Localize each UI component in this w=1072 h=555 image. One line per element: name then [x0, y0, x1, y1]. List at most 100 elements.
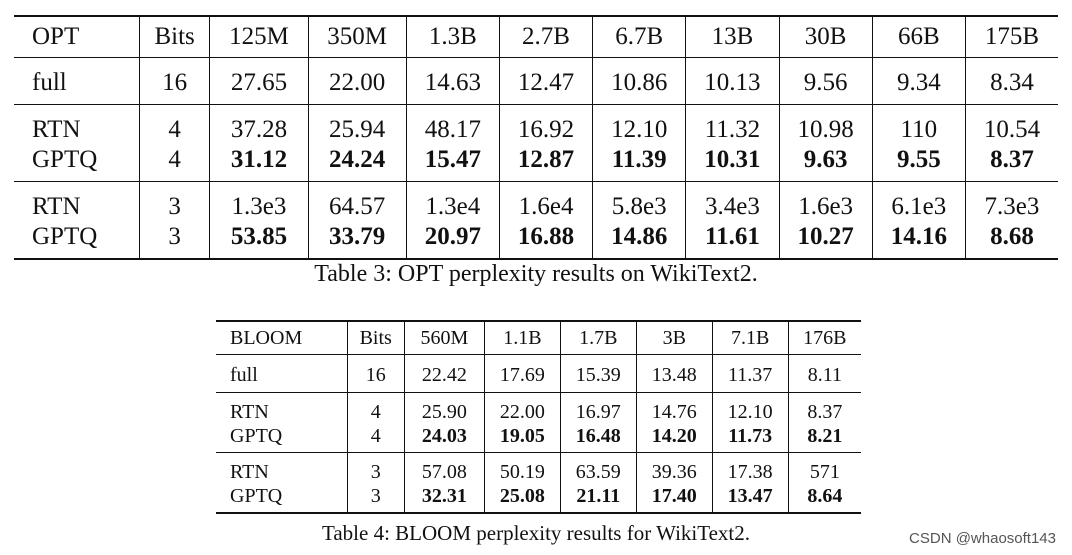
- bits-cell: 4 4: [138, 109, 210, 182]
- header-model: BLOOM: [230, 326, 303, 349]
- rtn-value: 16.92: [517, 116, 575, 143]
- gptq-value: 20.97: [424, 223, 481, 250]
- gptq-value: 14.16: [890, 223, 947, 250]
- gptq-value: 14.20: [651, 425, 697, 447]
- rtn-value: 14.76: [651, 401, 697, 423]
- rtn-value: 17.38: [727, 461, 773, 483]
- rtn-value: 8.37: [807, 401, 843, 423]
- bits-value: 16: [138, 62, 210, 105]
- perplexity-cell: 16.97 16.48: [559, 396, 637, 453]
- header-bits: Bits: [138, 16, 210, 58]
- perplexity-cell: 22.00 19.05: [483, 396, 561, 453]
- method-cell: RTN GPTQ: [216, 396, 347, 453]
- rtn-value: 1.3e4: [425, 193, 481, 220]
- perplexity-cell: 17.69: [483, 358, 561, 393]
- method-label: full: [32, 69, 67, 96]
- gptq-value: 19.05: [499, 425, 545, 447]
- table-row-full: full 16 22.42 17.69 15.39 13.48 11.37 8.…: [216, 358, 861, 393]
- rtn-value: 57.08: [421, 461, 467, 483]
- method-label: full: [230, 363, 258, 386]
- gptq-value: 11.39: [611, 146, 667, 173]
- perplexity-cell: 22.42: [403, 358, 485, 393]
- gptq-value: 10.31: [704, 146, 761, 173]
- perplexity-cell: 571 8.64: [787, 456, 861, 513]
- method-label: RTN: [32, 116, 81, 143]
- header-model: OPT: [32, 23, 80, 50]
- perplexity-cell: 15.39: [559, 358, 637, 393]
- bits-cell: 3 3: [346, 456, 405, 513]
- gptq-value: 33.79: [329, 223, 386, 250]
- bits-cell: 3 3: [138, 186, 210, 259]
- gptq-value: 11.61: [704, 223, 760, 250]
- rtn-value: 22.00: [499, 401, 545, 423]
- method-cell: RTN GPTQ: [14, 186, 139, 259]
- gptq-value: 8.64: [807, 485, 843, 507]
- perplexity-cell: 8.37 8.21: [787, 396, 861, 453]
- header-size: 3B: [635, 321, 713, 355]
- method-cell: RTN GPTQ: [216, 456, 347, 513]
- perplexity-cell: 13.48: [635, 358, 713, 393]
- header-size: 30B: [778, 16, 873, 58]
- gptq-value: 21.11: [576, 485, 621, 507]
- bits-cell: 4 4: [346, 396, 405, 453]
- perplexity-cell: 64.57 33.79: [307, 186, 407, 259]
- gptq-value: 16.48: [575, 425, 621, 447]
- rtn-value: 10.54: [983, 116, 1041, 143]
- table-header-row: OPT Bits 125M 350M 1.3B 2.7B 6.7B 13B 30…: [14, 16, 1058, 58]
- perplexity-cell: 5.8e3 14.86: [592, 186, 686, 259]
- table-row-4bit: RTN GPTQ 4 4 37.28 31.12 25.94 24.24 48.17…: [14, 109, 1058, 182]
- perplexity-cell: 17.38 13.47: [711, 456, 789, 513]
- header-size: 176B: [787, 321, 861, 355]
- rtn-value: 50.19: [499, 461, 545, 483]
- gptq-value: 53.85: [230, 223, 288, 250]
- bits-value: 3: [370, 461, 381, 483]
- header-size: 1.7B: [559, 321, 637, 355]
- gptq-value: 13.47: [727, 485, 773, 507]
- perplexity-cell: 14.76 14.20: [635, 396, 713, 453]
- gptq-value: 15.47: [424, 146, 481, 173]
- table-row-4bit: RTN GPTQ 4 4 25.90 24.03 22.00 19.05 16.97…: [216, 396, 861, 453]
- gptq-value: 8.21: [807, 425, 843, 447]
- gptq-value: 8.68: [990, 223, 1034, 250]
- bits-value: 16: [346, 358, 405, 393]
- rtn-value: 11.32: [704, 116, 761, 143]
- bits-value: 4: [168, 146, 181, 173]
- rtn-value: 64.57: [329, 193, 386, 220]
- rtn-value: 63.59: [575, 461, 621, 483]
- perplexity-cell: 22.00: [307, 62, 407, 105]
- method-label: GPTQ: [230, 425, 283, 447]
- perplexity-cell: 110 9.55: [871, 109, 966, 182]
- bits-value: 3: [168, 193, 181, 220]
- gptq-value: 11.73: [728, 425, 773, 447]
- header-size: 6.7B: [592, 16, 686, 58]
- method-label: RTN: [230, 461, 269, 483]
- perplexity-cell: 25.94 24.24: [307, 109, 407, 182]
- table3-caption: Table 3: OPT perplexity results on WikiT…: [314, 261, 758, 287]
- gptq-value: 16.88: [517, 223, 575, 250]
- perplexity-cell: 27.65: [209, 62, 309, 105]
- rtn-value: 16.97: [575, 401, 621, 423]
- gptq-value: 14.86: [611, 223, 668, 250]
- rtn-value: 6.1e3: [891, 193, 947, 220]
- opt-perplexity-table: OPT Bits 125M 350M 1.3B 2.7B 6.7B 13B 30…: [14, 15, 1058, 260]
- header-bits: Bits: [346, 321, 405, 355]
- perplexity-cell: 10.13: [685, 62, 780, 105]
- rtn-value: 12.10: [611, 116, 668, 143]
- rtn-value: 39.36: [651, 461, 697, 483]
- header-size: 7.1B: [711, 321, 789, 355]
- header-size: 125M: [209, 16, 309, 58]
- rtn-value: 7.3e3: [984, 193, 1040, 220]
- perplexity-cell: 3.4e3 11.61: [685, 186, 780, 259]
- table4-caption: Table 4: BLOOM perplexity results for Wi…: [322, 521, 750, 545]
- perplexity-cell: 8.34: [964, 62, 1058, 105]
- rtn-value: 37.28: [230, 116, 288, 143]
- header-size: 13B: [685, 16, 780, 58]
- bits-value: 4: [168, 116, 181, 143]
- rtn-value: 12.10: [727, 401, 773, 423]
- perplexity-cell: 10.54 8.37: [964, 109, 1058, 182]
- perplexity-cell: 1.3e3 53.85: [209, 186, 309, 259]
- method-label: GPTQ: [32, 146, 98, 173]
- header-size: 2.7B: [498, 16, 593, 58]
- perplexity-cell: 37.28 31.12: [209, 109, 309, 182]
- method-cell: RTN GPTQ: [14, 109, 139, 182]
